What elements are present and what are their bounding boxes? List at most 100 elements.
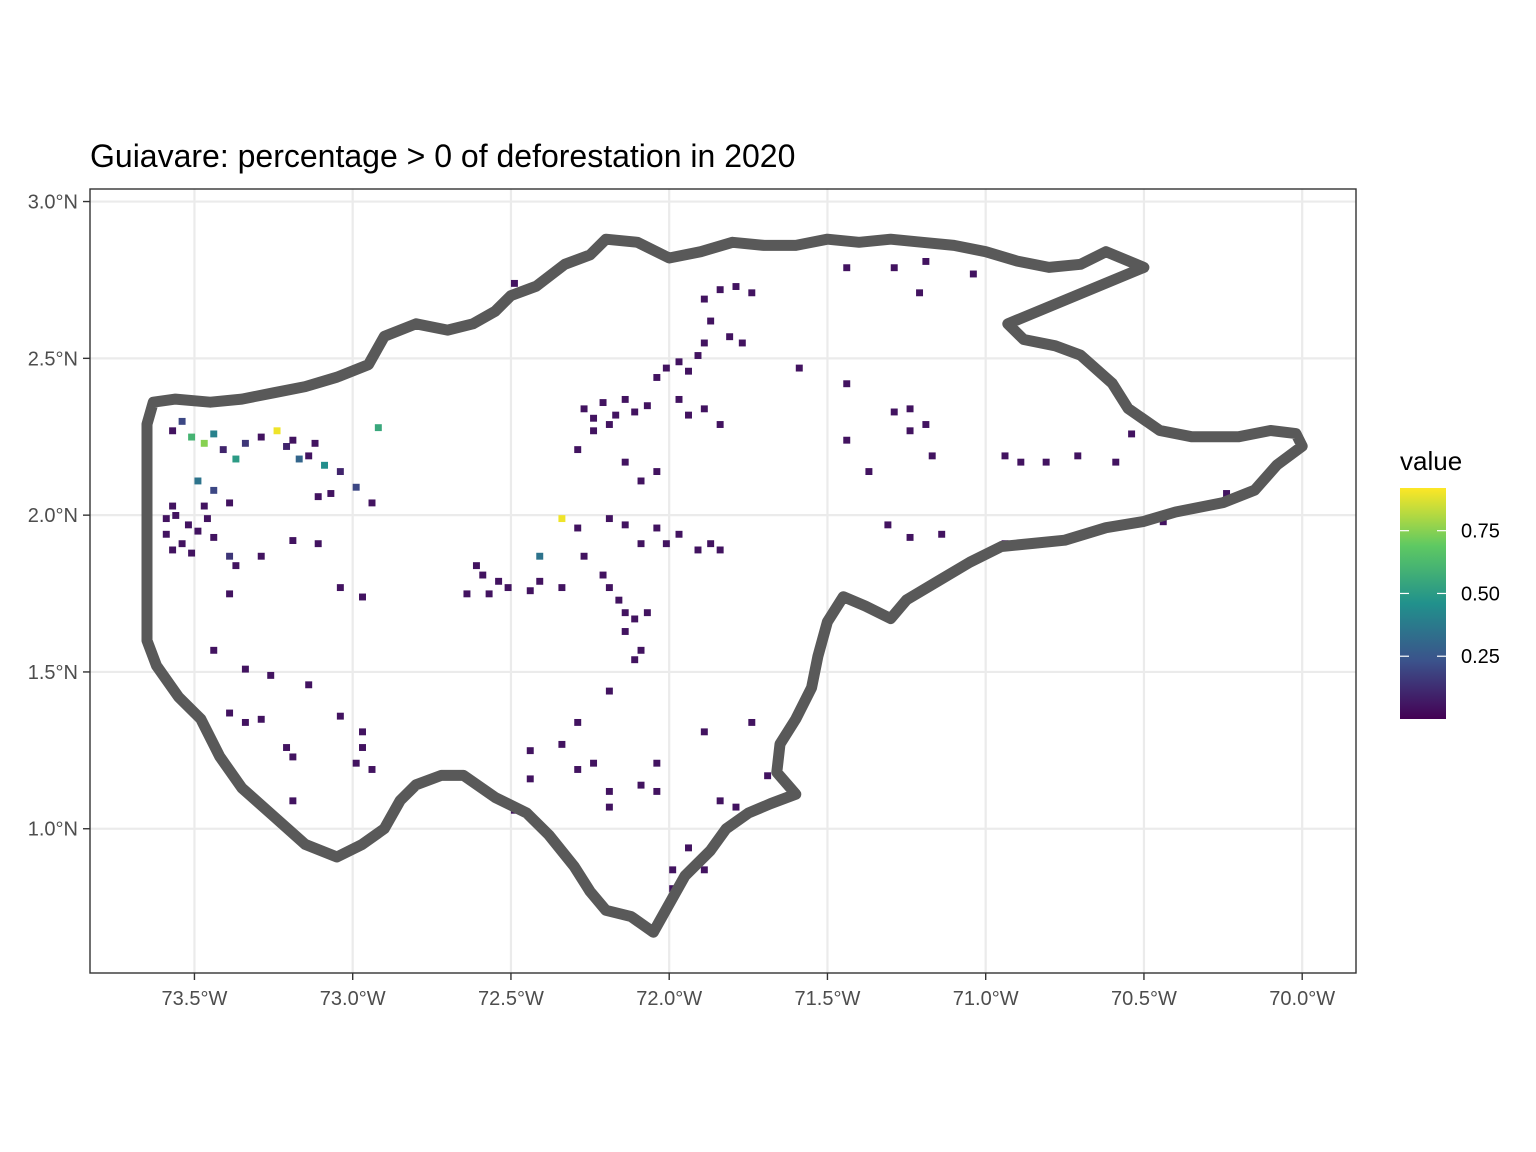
deforestation-pixel (289, 797, 297, 805)
deforestation-pixel (200, 502, 208, 510)
deforestation-pixel (526, 587, 534, 595)
legend-tick-label: 0.75 (1461, 521, 1500, 543)
deforestation-pixel (479, 571, 487, 579)
deforestation-pixel (472, 562, 480, 570)
deforestation-pixel (463, 590, 471, 598)
deforestation-pixel (637, 540, 645, 548)
deforestation-pixel (615, 596, 623, 604)
panel-border (89, 188, 1357, 974)
x-tick-label: 70.0°W (1269, 988, 1335, 1010)
deforestation-pixel (906, 427, 914, 435)
deforestation-pixel (621, 609, 629, 617)
deforestation-pixel (241, 665, 249, 673)
deforestation-pixel (928, 452, 936, 460)
deforestation-pixel (906, 533, 914, 541)
deforestation-pixel (748, 289, 756, 297)
deforestation-pixel (226, 552, 234, 560)
deforestation-pixel (194, 477, 202, 485)
deforestation-pixel (916, 289, 924, 297)
x-tick-label: 71.5°W (795, 988, 861, 1010)
deforestation-pixel (178, 417, 186, 425)
deforestation-pixel (359, 728, 366, 736)
deforestation-pixel (643, 609, 651, 617)
deforestation-pixel (210, 646, 218, 654)
deforestation-pixel (605, 584, 613, 592)
deforestation-pixel (662, 364, 670, 372)
deforestation-pixel (359, 744, 366, 751)
deforestation-pixel (675, 395, 683, 403)
deforestation-pixel (599, 399, 607, 407)
deforestation-pixel (368, 499, 376, 507)
deforestation-pixel (314, 493, 322, 501)
deforestation-pixel (574, 524, 582, 532)
deforestation-pixel (232, 562, 240, 570)
deforestation-pixel (1223, 490, 1231, 497)
deforestation-pixel (178, 540, 186, 548)
deforestation-pixel (558, 515, 566, 523)
deforestation-pixel (162, 530, 170, 538)
deforestation-pixel (257, 715, 265, 723)
deforestation-pixel (241, 439, 249, 447)
deforestation-pixel (890, 264, 898, 272)
legend-title: value (1400, 446, 1462, 476)
x-tick-label: 72.5°W (478, 988, 544, 1010)
deforestation-pixel (590, 414, 598, 422)
deforestation-pixel (653, 374, 661, 381)
deforestation-pixel (653, 524, 661, 532)
deforestation-pixel (922, 257, 930, 265)
deforestation-pixel (305, 681, 313, 689)
deforestation-pixel (295, 455, 303, 463)
deforestation-pixel (637, 781, 645, 789)
color-legend: value 0.25 0.50 0.75 (1400, 446, 1500, 719)
deforestation-pixel (700, 339, 708, 347)
deforestation-pixel (495, 577, 503, 585)
y-tick-label: 1.0°N (28, 819, 78, 841)
deforestation-pixel (685, 367, 692, 375)
deforestation-pixel (536, 552, 544, 560)
deforestation-pixel (188, 549, 196, 557)
deforestation-pixel (327, 490, 335, 497)
deforestation-pixel (184, 521, 192, 529)
deforestation-pixel (257, 433, 265, 441)
deforestation-pixel (368, 766, 376, 773)
deforestation-pixel (631, 615, 639, 623)
deforestation-pixel (700, 405, 708, 413)
deforestation-pixel (590, 427, 598, 435)
y-tick-label: 1.5°N (28, 662, 78, 684)
deforestation-pixel (273, 427, 281, 435)
deforestation-pixel (336, 584, 344, 592)
y-tick-label: 2.5°N (28, 348, 78, 370)
deforestation-pixel (267, 671, 275, 679)
deforestation-pixel (969, 270, 977, 278)
deforestation-pixel (726, 333, 734, 341)
deforestation-pixel (694, 546, 702, 554)
deforestation-pixel (321, 461, 329, 469)
deforestation-pixel (374, 424, 382, 432)
panel-background (90, 189, 1356, 973)
deforestation-pixel (510, 279, 518, 287)
x-tick-label: 73.5°W (162, 988, 228, 1010)
deforestation-pixel (1074, 452, 1082, 460)
deforestation-pixel (169, 546, 177, 554)
deforestation-pixel (1112, 458, 1120, 466)
deforestation-pixel (590, 759, 598, 767)
deforestation-pixel (653, 787, 661, 795)
deforestation-pixel (283, 443, 291, 450)
y-tick-label: 2.0°N (28, 505, 78, 527)
deforestation-pixel (1128, 430, 1136, 438)
deforestation-pixel (352, 759, 360, 767)
deforestation-pixel (637, 477, 645, 485)
deforestation-pixel (1001, 452, 1009, 460)
deforestation-pixel (621, 395, 629, 403)
deforestation-pixel (716, 797, 724, 805)
deforestation-pixel (536, 577, 544, 585)
deforestation-pixel (716, 421, 724, 428)
deforestation-pixel (605, 787, 613, 795)
deforestation-pixel (890, 408, 898, 416)
deforestation-pixel (314, 540, 322, 548)
deforestation-pixel (631, 656, 639, 664)
deforestation-pixel (169, 427, 177, 435)
deforestation-pixel (700, 866, 708, 874)
deforestation-pixel (612, 411, 620, 419)
